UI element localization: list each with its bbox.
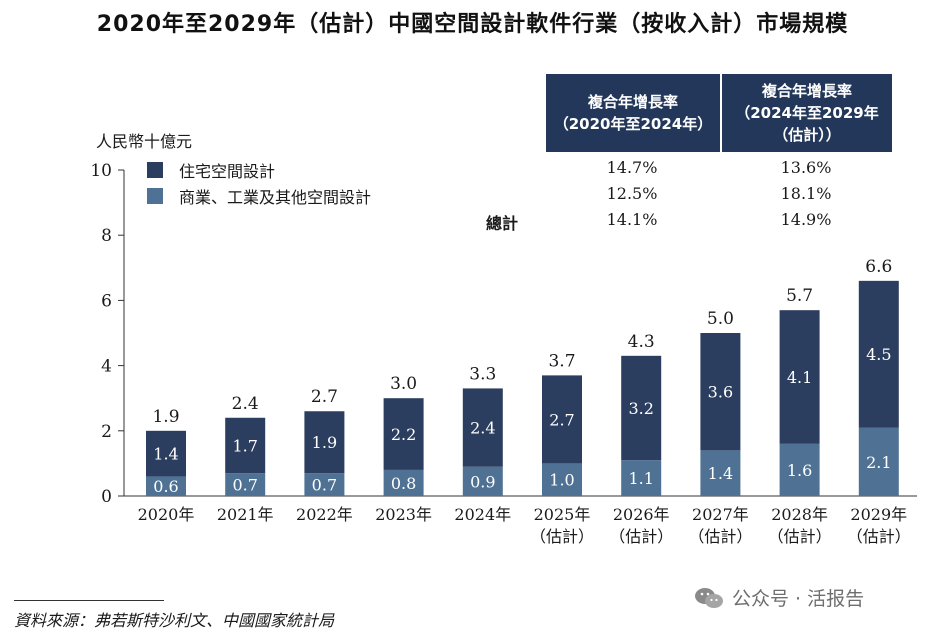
bar-total-label: 3.7 (548, 351, 575, 371)
x-tick-label: 2020年 (138, 505, 195, 524)
cagr-header-line: （2020年至2024年） (553, 115, 713, 133)
bar-segment-residential (700, 333, 741, 451)
cagr-total-2024-2029: 14.9% (780, 210, 832, 229)
watermark: 公众号 · 活报告 (694, 584, 864, 611)
x-tick-label: 2024年 (454, 505, 511, 524)
y-tick-label: 0 (101, 487, 112, 507)
bar-value-label-commercial: 0.6 (153, 477, 178, 496)
x-tick-label: 2021年 (217, 505, 274, 524)
bar-value-label-residential: 4.5 (866, 345, 891, 364)
bar-value-label-commercial: 0.8 (391, 474, 416, 493)
bar-total-label: 5.0 (707, 309, 734, 329)
bar-total-label: 5.7 (786, 286, 813, 306)
bar-segment-residential (225, 417, 266, 474)
bar-segment-commercial (700, 450, 741, 496)
source-divider (14, 600, 164, 601)
legend-residential: 住宅空間設計 (147, 158, 275, 182)
bar-value-label-residential: 1.7 (232, 436, 257, 455)
x-tick-label: （估計） (609, 527, 673, 546)
legend-label-residential: 住宅空間設計 (179, 162, 276, 181)
x-tick-label: （估計） (688, 527, 752, 546)
y-tick-label: 6 (101, 291, 112, 311)
bar-segment-commercial (858, 427, 899, 496)
x-tick-label: 2028年 (771, 505, 828, 524)
x-tick-label: 2027年 (692, 505, 749, 524)
bar-value-label-residential: 3.2 (628, 399, 653, 418)
bar-segment-commercial (225, 473, 266, 496)
bar-segment-commercial (146, 476, 186, 496)
bar-total-label: 2.4 (232, 394, 259, 414)
x-tick-label: （估計） (530, 527, 594, 546)
bar-segment-commercial (779, 443, 820, 496)
cagr-header-line: （2024年至2029年 (735, 104, 879, 122)
cagr-header-line: （估計）） (773, 126, 841, 144)
cagr-header-2024-2029: 複合年增長率 （2024年至2029年 （估計）） (722, 74, 892, 152)
bar-value-label-residential: 4.1 (787, 368, 812, 387)
bar-segment-residential (304, 411, 345, 474)
bar-segment-residential (542, 375, 582, 464)
bar-value-label-commercial: 0.9 (470, 472, 495, 491)
bar-value-label-commercial: 0.7 (312, 476, 337, 495)
legend-label-commercial: 商業、工業及其他空間設計 (179, 188, 372, 207)
x-tick-label: 2026年 (613, 505, 670, 524)
y-tick-label: 4 (101, 357, 112, 377)
cagr-header-2020-2024: 複合年增長率 （2020年至2024年） (546, 74, 720, 152)
bar-segment-residential (621, 355, 662, 461)
chart-title: 2020年至2029年（估計）中國空間設計軟件行業（按收入計）市場規模 (96, 12, 849, 37)
y-tick-label: 10 (90, 161, 112, 181)
bar-segment-commercial (304, 473, 345, 496)
cagr-commercial-2024-2029: 18.1% (780, 184, 832, 203)
cagr-total-2020-2024: 14.1% (606, 210, 658, 229)
legend-swatch-commercial (147, 188, 163, 204)
legend-swatch-residential (147, 162, 163, 178)
x-tick-label: 2023年 (375, 505, 432, 524)
cagr-residential-2020-2024: 14.7% (606, 158, 658, 177)
bar-segment-commercial (542, 463, 582, 496)
bar-total-label: 4.3 (628, 332, 655, 352)
bar-value-label-residential: 1.9 (312, 433, 337, 452)
bar-total-label: 1.9 (152, 407, 179, 427)
x-tick-label: 2025年 (534, 505, 591, 524)
x-tick-label: 2022年 (296, 505, 353, 524)
bar-total-label: 3.0 (390, 374, 417, 394)
x-tick-label: 2029年 (850, 505, 907, 524)
cagr-residential-2024-2029: 13.6% (780, 158, 832, 177)
bar-segment-residential (383, 398, 424, 470)
bar-segment-residential (462, 388, 503, 467)
cagr-header-line: 複合年增長率 (587, 93, 678, 111)
bar-segment-residential (779, 310, 820, 444)
bar-value-label-commercial: 1.0 (549, 471, 574, 490)
bar-segment-commercial (621, 460, 662, 496)
wechat-icon (695, 587, 723, 608)
source-note: 資料來源：弗若斯特沙利文、中國國家統計局 (14, 611, 335, 630)
y-tick-label: 8 (101, 226, 112, 246)
bar-segment-residential (858, 280, 899, 428)
bar-total-label: 2.7 (311, 387, 338, 407)
x-tick-label: （估計） (847, 527, 911, 546)
legend-commercial: 商業、工業及其他空間設計 (147, 184, 371, 208)
bar-value-label-commercial: 1.6 (787, 461, 812, 480)
x-tick-label: （估計） (768, 527, 832, 546)
bar-value-label-residential: 2.4 (470, 419, 495, 438)
bar-value-label-commercial: 1.4 (708, 464, 733, 483)
bar-segment-residential (146, 430, 186, 477)
bar-total-label: 6.6 (865, 257, 892, 277)
bar-total-label: 3.3 (469, 364, 496, 384)
watermark-text: 公众号 · 活报告 (732, 588, 865, 610)
bar-value-label-commercial: 0.7 (232, 476, 257, 495)
bar-value-label-residential: 2.7 (549, 410, 574, 429)
bar-value-label-commercial: 2.1 (866, 453, 891, 472)
y-tick-label: 2 (101, 422, 112, 442)
bar-value-label-commercial: 1.1 (628, 469, 653, 488)
cagr-total-label: 總計 (486, 214, 519, 233)
y-unit-label: 人民幣十億元 (96, 132, 193, 151)
bar-value-label-residential: 3.6 (708, 383, 733, 402)
cagr-header-line: 複合年增長率 (761, 82, 852, 100)
cagr-commercial-2020-2024: 12.5% (606, 184, 658, 203)
bar-value-label-residential: 2.2 (391, 425, 416, 444)
bar-segment-commercial (383, 469, 424, 496)
bar-segment-commercial (462, 466, 503, 496)
bar-value-label-residential: 1.4 (153, 445, 178, 464)
